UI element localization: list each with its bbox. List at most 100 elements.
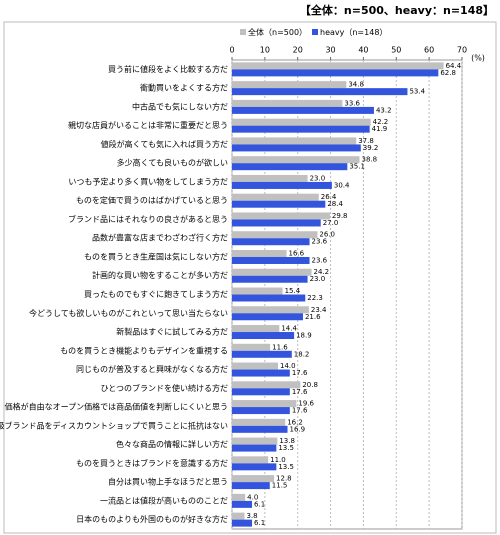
- value-label: 15.4: [285, 287, 301, 295]
- y-tick-label: 新製品はすぐに試してみる方だ: [116, 327, 228, 337]
- bar: [232, 425, 288, 433]
- y-tick-label: 高級ブランド品をディスカウントショップで買うことに抵抗はない: [0, 420, 228, 430]
- value-label: 37.8: [358, 137, 374, 145]
- bar: [232, 88, 408, 96]
- value-label: 26.0: [319, 231, 335, 239]
- value-label: 3.8: [246, 512, 257, 520]
- frame: [3, 21, 497, 534]
- x-tick-label: 50: [391, 46, 401, 55]
- value-label: 12.8: [276, 475, 292, 483]
- bar: [232, 193, 319, 201]
- y-tick-label: いつも予定より多く買い物をしてしまう方だ: [68, 176, 228, 186]
- value-label: 23.6: [312, 238, 328, 246]
- y-tick-label: 一流品とは値段が高いもののことだ: [100, 495, 228, 505]
- y-tick-label: ものを定価で買うのはばかげていると思う: [76, 195, 228, 205]
- bar: [232, 200, 326, 208]
- value-label: 53.4: [409, 88, 425, 96]
- bar: [232, 249, 287, 257]
- value-label: 16.9: [290, 425, 306, 433]
- unit-label: (%): [471, 54, 485, 63]
- bar: [232, 294, 306, 302]
- bar: [232, 81, 347, 89]
- value-label: 64.4: [446, 62, 462, 70]
- y-tick-label: 今どうしても欲しいものがこれといって思い当たらない: [29, 308, 228, 318]
- value-label: 11.0: [270, 456, 286, 464]
- bar: [232, 125, 370, 133]
- y-tick-label: 価格が自由なオープン価格では商品価値を判断しにくいと思う: [5, 402, 228, 412]
- bar: [232, 306, 309, 314]
- value-label: 62.8: [440, 69, 456, 77]
- bar: [232, 500, 253, 508]
- x-tick-label: 0: [229, 46, 234, 55]
- value-label: 23.0: [310, 174, 326, 182]
- x-tick-label: 20: [293, 46, 303, 55]
- bar: [232, 219, 321, 227]
- value-label: 21.6: [305, 313, 321, 321]
- bar: [232, 62, 444, 70]
- bar: [232, 418, 286, 426]
- value-label: 30.4: [334, 181, 350, 189]
- value-label: 43.2: [376, 106, 392, 114]
- y-tick-label: 多少高くても良いものが欲しい: [117, 158, 228, 168]
- bar: [232, 519, 253, 527]
- y-tick-label: ひとつのブランドを使い続ける方だ: [101, 383, 228, 393]
- y-tick-label: 中古品でも気にしない方だ: [132, 101, 228, 111]
- legend-swatch: [240, 29, 246, 35]
- value-label: 17.6: [292, 407, 308, 415]
- value-label: 13.5: [278, 444, 294, 452]
- value-label: 6.1: [254, 519, 265, 527]
- value-label: 35.1: [349, 163, 365, 171]
- value-label: 23.0: [310, 275, 326, 283]
- y-tick-label: ブランド品にはそれなりの良さがあると思う: [68, 214, 228, 224]
- bar: [232, 463, 277, 471]
- bar: [232, 99, 343, 107]
- bar: [232, 437, 278, 445]
- value-label: 27.0: [323, 219, 339, 227]
- y-tick-label: 値段が高くても気に入れば買う方だ: [101, 139, 228, 149]
- value-label: 26.4: [321, 193, 337, 201]
- bar: [232, 163, 348, 171]
- bar: [232, 137, 357, 145]
- value-label: 23.6: [312, 256, 328, 264]
- bar: [232, 407, 290, 415]
- value-label: 17.6: [292, 388, 308, 396]
- bar: [232, 256, 310, 264]
- x-tick-label: 60: [424, 46, 434, 55]
- y-tick-label: 品数が豊富な店までわざわざ行く方だ: [92, 233, 228, 243]
- value-label: 13.8: [279, 437, 295, 445]
- bar: [232, 156, 360, 164]
- bar: [232, 313, 303, 321]
- legend-label: heavy（n=148）: [320, 28, 387, 37]
- bar: [232, 238, 310, 246]
- bar: [232, 482, 270, 490]
- x-tick-label: 70: [457, 46, 467, 55]
- legend-label: 全体（n=500）: [248, 27, 307, 37]
- value-label: 24.2: [314, 268, 330, 276]
- y-tick-label: 同じものが普及すると興味がなくなる方だ: [76, 364, 228, 374]
- y-tick-label: 衝動買いをよくする方だ: [140, 83, 228, 93]
- value-label: 19.6: [298, 400, 314, 408]
- chart-title: 【全体：n=500、heavy：n=148】: [300, 3, 494, 17]
- bar: [232, 388, 290, 396]
- value-label: 14.0: [280, 362, 296, 370]
- y-tick-label: 買ったものでもすぐに飽きてしまう方だ: [84, 289, 228, 299]
- value-label: 18.9: [296, 332, 312, 340]
- bar: [232, 512, 245, 520]
- bar: [232, 369, 290, 377]
- value-label: 16.2: [287, 418, 303, 426]
- value-label: 17.6: [292, 369, 308, 377]
- value-label: 23.4: [311, 306, 327, 314]
- value-label: 22.3: [307, 294, 323, 302]
- bar: [232, 332, 295, 340]
- bar: [232, 456, 269, 464]
- bar: [232, 275, 308, 283]
- y-tick-label: ものを買うとき生産国は気にしない方だ: [84, 251, 228, 261]
- value-label: 4.0: [247, 493, 258, 501]
- bar: [232, 118, 371, 126]
- value-label: 6.1: [254, 500, 265, 508]
- bar: [232, 181, 332, 189]
- bar: [232, 400, 297, 408]
- y-tick-label: 自分は買い物上手なほうだと思う: [108, 477, 228, 487]
- value-label: 41.9: [372, 125, 388, 133]
